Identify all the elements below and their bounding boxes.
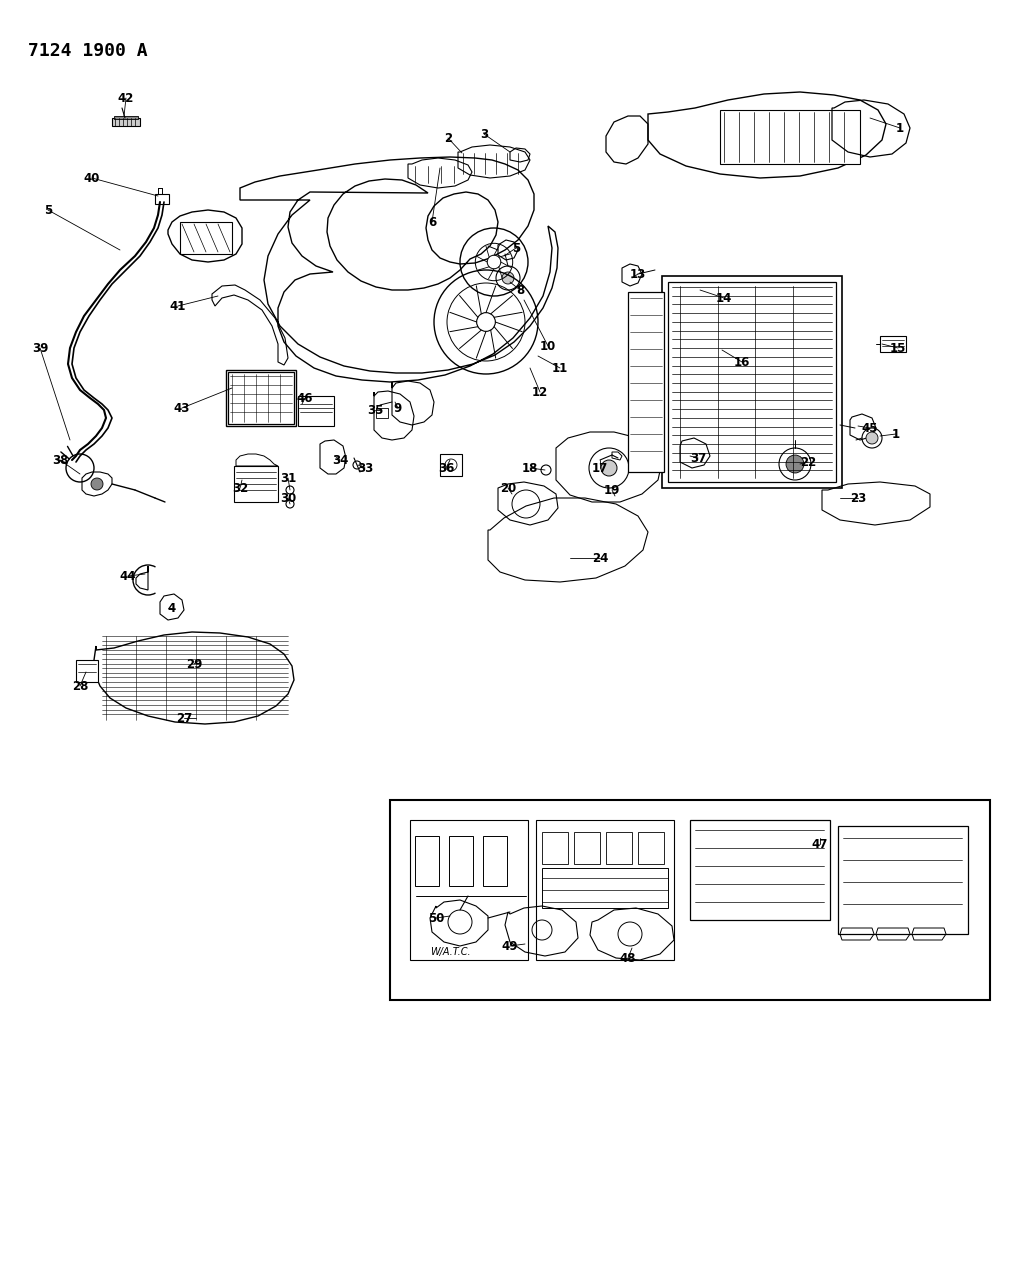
Bar [536,820,674,960]
Text: 48: 48 [620,951,637,964]
Text: 2: 2 [444,131,452,144]
Bar [638,833,664,864]
Text: 7124 1900 A: 7124 1900 A [28,42,148,60]
Text: 41: 41 [170,300,187,312]
Circle shape [286,500,294,507]
Circle shape [286,486,294,493]
Text: 29: 29 [186,658,202,671]
Bar [720,110,860,164]
Bar [114,116,138,119]
Text: 47: 47 [812,838,828,850]
Text: 14: 14 [715,292,732,305]
Text: 42: 42 [118,92,134,105]
Text: 4: 4 [168,602,176,615]
Text: 3: 3 [480,128,488,140]
Text: W/A.T.C.: W/A.T.C. [430,947,470,958]
Circle shape [502,272,514,284]
Bar [234,465,278,502]
Text: 22: 22 [800,455,816,468]
Text: 43: 43 [174,402,191,414]
Circle shape [541,465,551,476]
Bar [880,337,906,352]
Circle shape [601,460,617,476]
Text: 46: 46 [297,391,314,404]
Bar [112,119,140,126]
Text: 9: 9 [394,402,402,414]
Text: 1: 1 [896,121,904,134]
Bar [690,820,830,921]
Text: 23: 23 [850,491,866,505]
Bar [180,222,232,254]
Bar [390,799,990,1000]
Circle shape [477,312,495,332]
Bar [298,397,334,426]
Text: 16: 16 [734,356,750,368]
Text: 1: 1 [892,427,900,440]
Text: 27: 27 [176,711,192,724]
Text: 19: 19 [604,483,620,496]
Circle shape [866,432,878,444]
Text: 17: 17 [591,462,608,474]
Bar [76,660,98,682]
Text: 35: 35 [367,403,383,417]
Bar [628,292,664,472]
Bar [542,833,568,864]
Bar [155,194,169,204]
Text: 20: 20 [500,482,517,495]
Bar [606,833,632,864]
Bar [542,868,668,908]
Text: 15: 15 [890,342,906,354]
Text: 36: 36 [438,462,454,474]
Text: 50: 50 [427,912,444,924]
Text: 10: 10 [540,339,557,352]
Text: 33: 33 [357,462,373,474]
Text: 31: 31 [280,472,296,484]
Bar [449,836,473,886]
Bar [440,454,462,476]
Polygon shape [94,632,294,724]
Text: 28: 28 [72,680,88,692]
Text: 49: 49 [502,940,519,952]
Bar [228,372,294,425]
Text: 5: 5 [44,204,52,217]
Text: 34: 34 [332,454,349,467]
Bar [376,408,388,418]
Bar [483,836,507,886]
Text: 37: 37 [690,451,706,464]
Circle shape [487,255,501,269]
Text: 30: 30 [280,491,296,505]
Text: 8: 8 [516,283,524,297]
Text: 12: 12 [532,385,548,399]
Text: 32: 32 [232,482,248,495]
Bar [668,282,836,482]
Text: 6: 6 [427,215,436,228]
Circle shape [786,455,804,473]
Text: 45: 45 [862,422,878,435]
Bar [838,826,968,935]
Bar [226,370,296,426]
Text: 38: 38 [52,454,69,467]
Text: 5: 5 [511,241,520,255]
Circle shape [353,462,361,469]
Text: 13: 13 [630,268,646,280]
Bar [410,820,528,960]
Text: 18: 18 [522,462,538,474]
Bar [574,833,600,864]
Text: 11: 11 [551,362,568,375]
Circle shape [91,478,102,490]
Bar [662,275,842,488]
Text: 24: 24 [591,552,608,565]
Text: 44: 44 [120,570,136,583]
Circle shape [779,448,811,479]
Text: 39: 39 [32,342,48,354]
Bar [415,836,439,886]
Text: 40: 40 [84,172,100,185]
